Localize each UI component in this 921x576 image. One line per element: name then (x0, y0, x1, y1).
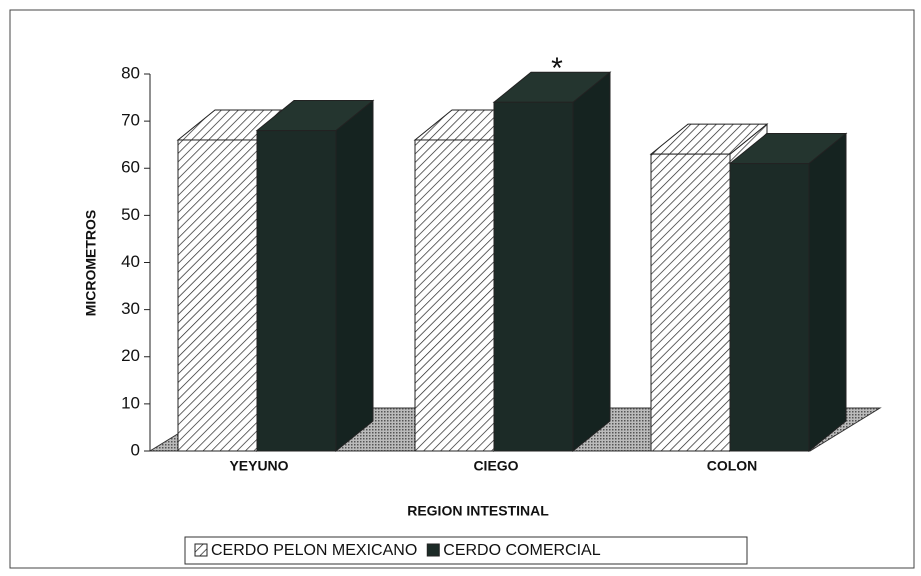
bar (493, 101, 574, 452)
y-tick-label: 0 (131, 440, 140, 459)
legend-label: CERDO COMERCIAL (443, 542, 600, 559)
y-tick-label: 40 (121, 252, 140, 271)
x-axis-title: REGION INTESTINAL (407, 503, 549, 519)
y-tick-label: 60 (121, 158, 140, 177)
bar (729, 163, 810, 452)
y-tick-label: 50 (121, 205, 140, 224)
y-tick-label: 70 (121, 111, 140, 130)
y-tick-label: 80 (121, 63, 140, 82)
x-tick-label: CIEGO (473, 458, 518, 474)
y-tick-label: 10 (121, 393, 140, 412)
x-tick-label: YEYUNO (229, 458, 288, 474)
bar (414, 139, 495, 452)
legend-marker (194, 543, 208, 557)
annotation: * (551, 52, 563, 85)
legend-marker (426, 543, 440, 557)
bar (256, 130, 337, 452)
legend-label: CERDO PELON MEXICANO (211, 542, 417, 559)
bar (177, 139, 258, 452)
bar (650, 153, 731, 452)
y-tick-label: 30 (121, 299, 140, 318)
bar-side (335, 99, 374, 453)
x-tick-label: COLON (707, 458, 758, 474)
legend-box (184, 536, 748, 565)
bar-side (572, 71, 611, 453)
bar-side (808, 132, 847, 453)
y-tick-label: 20 (121, 346, 140, 365)
y-axis-title: MICROMETROS (83, 210, 99, 317)
frame (9, 9, 915, 569)
